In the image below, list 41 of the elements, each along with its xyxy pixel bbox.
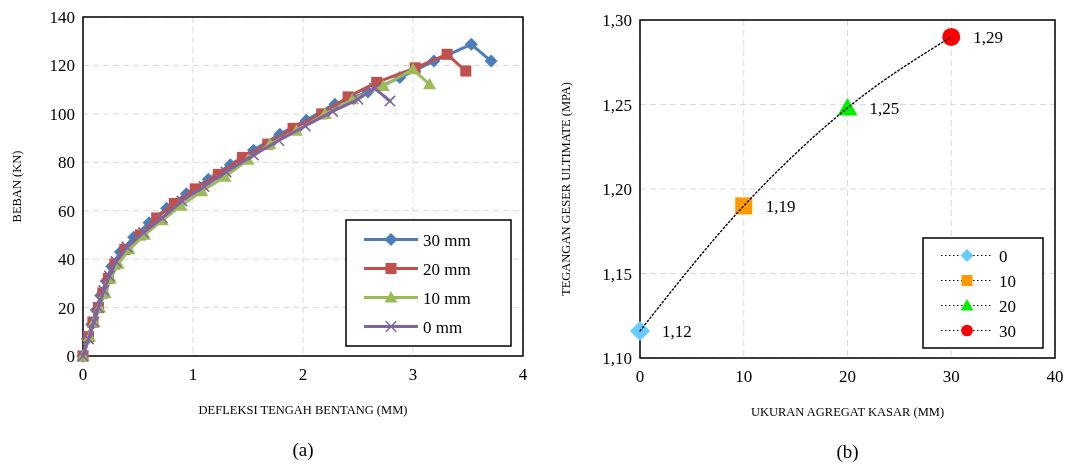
y-tick-label: 1,30: [602, 11, 632, 30]
y-tick-label: 1,10: [602, 349, 632, 368]
y-tick-label: 1,20: [602, 180, 632, 199]
x-tick-label: 20: [839, 367, 856, 386]
x-axis-title: UKURAN AGREGAT KASAR (MM): [750, 405, 945, 419]
legend-label: 20: [999, 296, 1016, 316]
x-tick-label: 1: [188, 365, 198, 384]
x-tick-label: 40: [1046, 367, 1064, 386]
y-tick-label: 100: [49, 104, 75, 124]
text: (b): [836, 441, 859, 463]
y-tick-label: 140: [49, 8, 75, 27]
x-tick-label: 30: [942, 367, 960, 386]
x-tick-label: 0: [635, 367, 645, 386]
legend-label: 30 mm: [423, 230, 471, 250]
x-tick-label: 0: [78, 365, 88, 384]
y-tick-label: 60: [58, 201, 75, 221]
y-tick-label: 120: [49, 56, 75, 76]
text: (a): [292, 439, 314, 461]
y-axis-title: BEBAN (KN): [10, 150, 24, 223]
x-tick-label: 4: [518, 365, 528, 384]
legend-label: 30: [999, 321, 1016, 341]
y-axis-title: TEGANGAN GESER ULTIMATE (MPA): [559, 81, 573, 297]
y-tick-label: 1,15: [602, 264, 632, 284]
legend-label: 0: [999, 246, 1008, 266]
x-tick-label: 2: [298, 365, 308, 384]
y-tick-label: 80: [58, 153, 75, 173]
x-tick-label: 3: [408, 365, 418, 384]
legend-label: 10: [999, 271, 1016, 291]
y-tick-label: 1,25: [602, 95, 632, 115]
data-label: 1,29: [973, 27, 1003, 47]
y-tick-label: 40: [58, 250, 75, 270]
x-axis-title: DEFLEKSI TENGAH BENTANG (MM): [198, 403, 408, 417]
y-tick-label: 20: [58, 298, 75, 318]
y-tick-label: 0: [66, 347, 75, 366]
data-label: 1,19: [765, 196, 796, 216]
legend-label: 20 mm: [423, 259, 471, 279]
data-label: 1,25: [869, 98, 900, 118]
legend-label: 0 mm: [423, 317, 463, 337]
legend-label: 10 mm: [423, 288, 471, 308]
x-tick-label: 10: [735, 367, 753, 386]
data-label: 1,12: [662, 321, 692, 341]
